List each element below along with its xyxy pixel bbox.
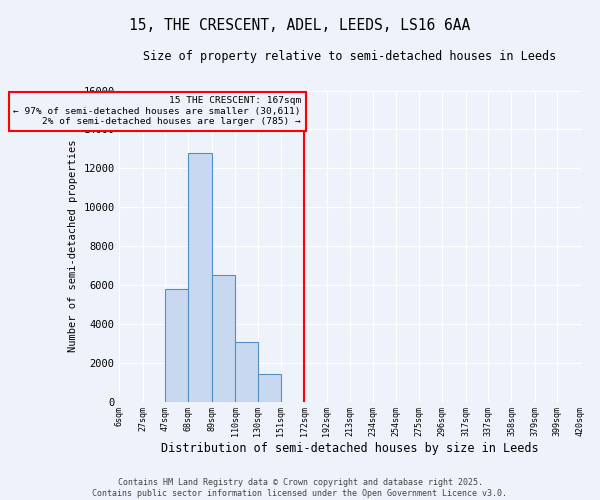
- Text: 15 THE CRESCENT: 167sqm
← 97% of semi-detached houses are smaller (30,611)
2% of: 15 THE CRESCENT: 167sqm ← 97% of semi-de…: [13, 96, 301, 126]
- Bar: [212, 275, 235, 402]
- Y-axis label: Number of semi-detached properties: Number of semi-detached properties: [68, 140, 78, 352]
- Bar: [257, 374, 281, 402]
- Text: Contains HM Land Registry data © Crown copyright and database right 2025.
Contai: Contains HM Land Registry data © Crown c…: [92, 478, 508, 498]
- Bar: [165, 289, 188, 402]
- Title: Size of property relative to semi-detached houses in Leeds: Size of property relative to semi-detach…: [143, 50, 557, 63]
- Bar: [235, 342, 257, 402]
- X-axis label: Distribution of semi-detached houses by size in Leeds: Distribution of semi-detached houses by …: [161, 442, 539, 455]
- Text: 15, THE CRESCENT, ADEL, LEEDS, LS16 6AA: 15, THE CRESCENT, ADEL, LEEDS, LS16 6AA: [130, 18, 470, 32]
- Bar: [188, 153, 212, 402]
